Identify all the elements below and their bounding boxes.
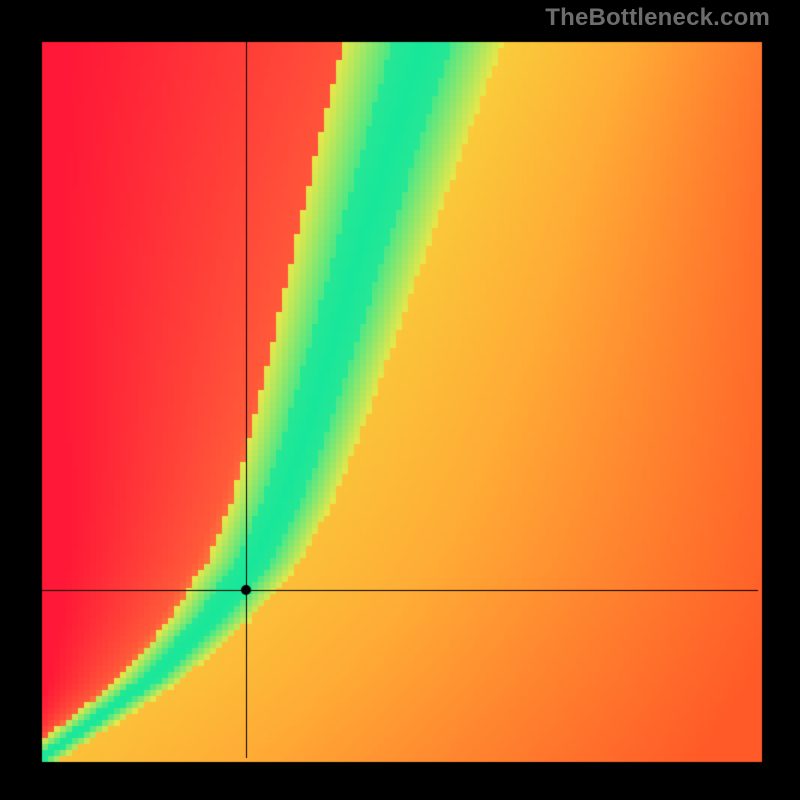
bottleneck-heatmap xyxy=(0,0,800,800)
watermark-text: TheBottleneck.com xyxy=(545,4,770,32)
